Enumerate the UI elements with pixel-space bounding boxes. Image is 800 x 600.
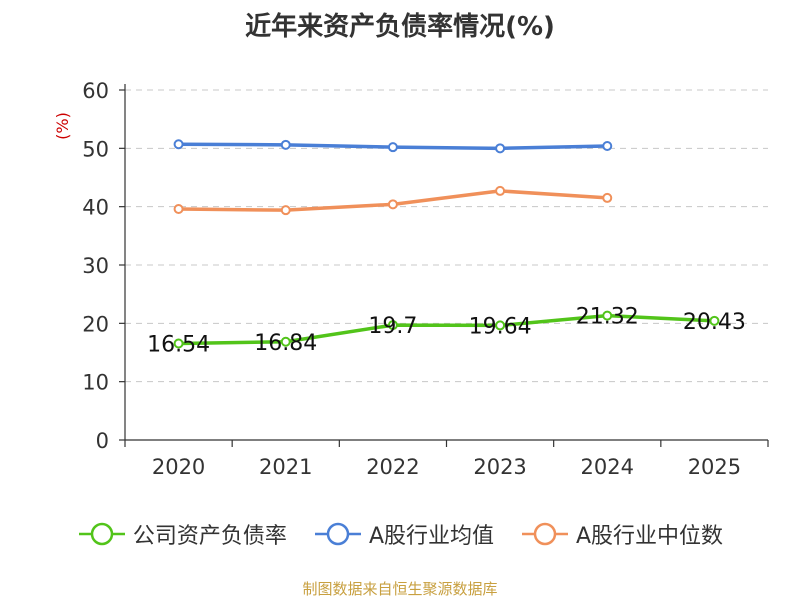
- y-tick-label: 30: [82, 254, 109, 278]
- y-tick-label: 20: [82, 312, 109, 336]
- data-point: [495, 143, 506, 154]
- legend-swatch-marker: [90, 522, 114, 546]
- source-note: 制图数据来自恒生聚源数据库: [302, 580, 498, 598]
- legend-label: A股行业均值: [368, 524, 494, 549]
- data-labels: 16.54 16.84 19.7 19.64 21.32 20.43: [147, 305, 746, 358]
- data-point: [387, 199, 398, 210]
- data-point: [173, 139, 184, 150]
- data-point: [173, 204, 184, 214]
- legend-swatch: [522, 522, 568, 546]
- legend: 公司资产负债率 A股行业均值 A股行业中位数: [0, 518, 800, 550]
- data-label: 19.64: [469, 314, 532, 339]
- series: [173, 139, 720, 349]
- data-point: [280, 336, 291, 347]
- data-label: 16.54: [147, 333, 210, 358]
- y-tick-label: 0: [96, 429, 109, 453]
- legend-swatch-marker: [326, 522, 350, 546]
- legend-item[interactable]: A股行业均值: [313, 518, 494, 550]
- chart-title: 近年来资产负债率情况(%): [245, 12, 555, 42]
- y-tick-label: 60: [82, 79, 109, 103]
- data-label: 21.32: [576, 305, 639, 330]
- data-point: [387, 320, 398, 331]
- legend-swatch: [78, 522, 125, 546]
- data-point: [280, 205, 291, 216]
- data-point: [602, 310, 613, 321]
- legend-label: A股行业中位数: [576, 524, 724, 549]
- grid-lines: [125, 89, 768, 383]
- data-point: [280, 139, 291, 150]
- data-label: 19.7: [368, 314, 417, 339]
- series-line: [176, 313, 717, 346]
- x-tick-label: 2025: [688, 455, 741, 479]
- data-point: [602, 141, 613, 151]
- data-point: [495, 185, 506, 196]
- y-tick-label: 50: [82, 137, 109, 161]
- x-tick-label: 2022: [366, 455, 419, 479]
- x-tick-label: 2023: [473, 455, 526, 479]
- legend-item[interactable]: 公司资产负债率: [77, 518, 287, 550]
- legend-label: 公司资产负债率: [132, 524, 287, 549]
- data-label: 16.84: [254, 331, 317, 356]
- x-tick-label: 2020: [152, 455, 205, 479]
- data-label: 20.43: [683, 310, 746, 335]
- data-point: [387, 142, 398, 153]
- data-point: [709, 315, 720, 326]
- legend-item[interactable]: A股行业中位数: [520, 518, 723, 550]
- data-point: [173, 338, 184, 349]
- axes: 0 10 20 30 40 50 60 2020 2021 2022 2023 2024 2025 (%): [53, 79, 769, 479]
- data-point: [602, 192, 613, 203]
- data-point: [495, 320, 506, 331]
- y-axis-label: (%): [53, 112, 72, 140]
- legend-swatch: [314, 522, 361, 546]
- x-tick-label: 2021: [259, 455, 312, 479]
- y-tick-label: 10: [82, 371, 109, 395]
- legend-swatch-marker: [533, 522, 557, 546]
- x-tick-label: 2024: [581, 455, 634, 479]
- y-tick-label: 40: [82, 196, 109, 220]
